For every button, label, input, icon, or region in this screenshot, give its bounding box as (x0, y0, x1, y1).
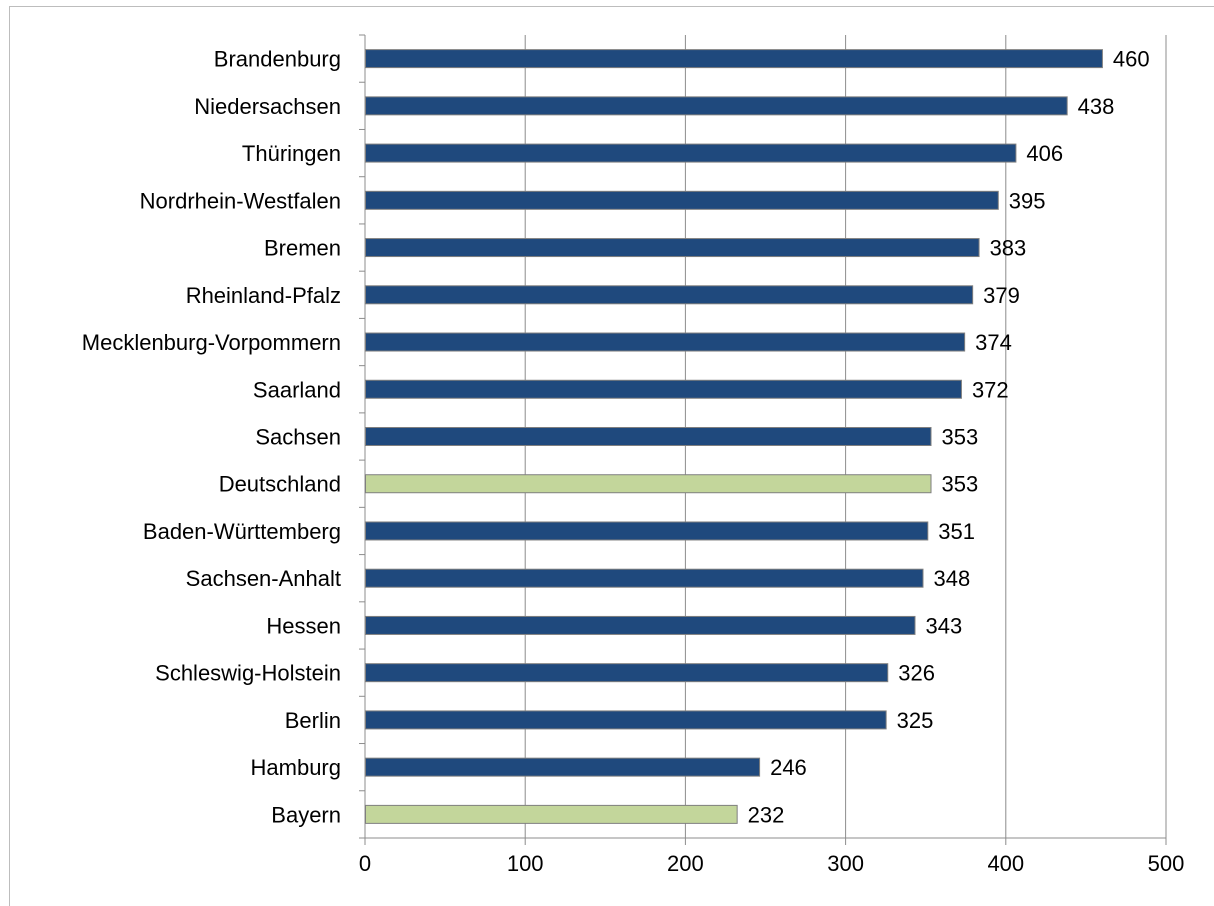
bar-rheinland-pfalz (365, 285, 974, 305)
x-tick-label: 0 (359, 851, 371, 876)
data-label: 343 (925, 613, 962, 638)
bar-nordrhein-westfalen (365, 190, 999, 210)
bar-saarland (365, 379, 962, 399)
x-tick-label: 200 (667, 851, 704, 876)
data-label: 374 (975, 330, 1012, 355)
data-label: 460 (1113, 47, 1150, 72)
category-label: Thüringen (242, 141, 341, 166)
x-tick-label: 100 (507, 851, 544, 876)
data-label: 232 (748, 802, 785, 827)
category-label: Mecklenburg-Vorpommern (82, 330, 341, 355)
data-label: 353 (942, 472, 979, 497)
data-label: 325 (897, 708, 934, 733)
bar-niedersachsen (365, 96, 1068, 116)
category-label: Nordrhein-Westfalen (140, 188, 341, 213)
category-label: Hamburg (251, 755, 341, 780)
data-label: 383 (990, 236, 1027, 261)
bar-brandenburg (365, 49, 1103, 69)
category-label: Saarland (253, 377, 341, 402)
x-tick-label: 400 (987, 851, 1024, 876)
category-label: Deutschland (219, 472, 341, 497)
category-label: Sachsen (255, 425, 341, 450)
category-label: Schleswig-Holstein (155, 661, 341, 686)
bar-sachsen (365, 427, 932, 446)
category-label: Baden-Württemberg (143, 519, 341, 544)
data-label: 379 (983, 283, 1020, 308)
category-label: Bayern (271, 802, 341, 827)
category-label: Rheinland-Pfalz (186, 283, 341, 308)
chart-frame (9, 6, 1214, 906)
bar-schleswig-holstein (365, 663, 889, 683)
category-label: Bremen (264, 236, 341, 261)
category-label: Brandenburg (214, 47, 341, 72)
data-label: 351 (938, 519, 975, 544)
category-label: Sachsen-Anhalt (186, 566, 341, 591)
x-tick-label: 300 (827, 851, 864, 876)
bar-bremen (365, 238, 980, 258)
bar-thüringen (365, 143, 1017, 163)
bar-hamburg (365, 757, 761, 777)
labels-layer: 0 100 200 300 400 500 Brandenburg 460 Niedersach… (82, 47, 1185, 876)
bar-baden-württemberg (365, 521, 929, 541)
data-label: 353 (942, 425, 979, 450)
category-label: Niedersachsen (194, 94, 341, 119)
x-tick-label: 500 (1148, 851, 1185, 876)
bars-layer (365, 49, 1103, 824)
data-label: 395 (1009, 188, 1046, 213)
data-label: 326 (898, 661, 935, 686)
category-label: Hessen (266, 613, 341, 638)
category-label: Berlin (285, 708, 341, 733)
bar-berlin (365, 710, 887, 730)
bar-bayern (365, 804, 738, 824)
data-label: 246 (770, 755, 807, 780)
bar-mecklenburg-vorpommern (365, 332, 966, 352)
data-label: 372 (972, 377, 1009, 402)
data-label: 438 (1078, 94, 1115, 119)
bar-deutschland (365, 474, 932, 494)
bar-sachsen-anhalt (365, 568, 924, 588)
bar-hessen (365, 615, 916, 635)
data-label: 406 (1026, 141, 1063, 166)
data-label: 348 (933, 566, 970, 591)
